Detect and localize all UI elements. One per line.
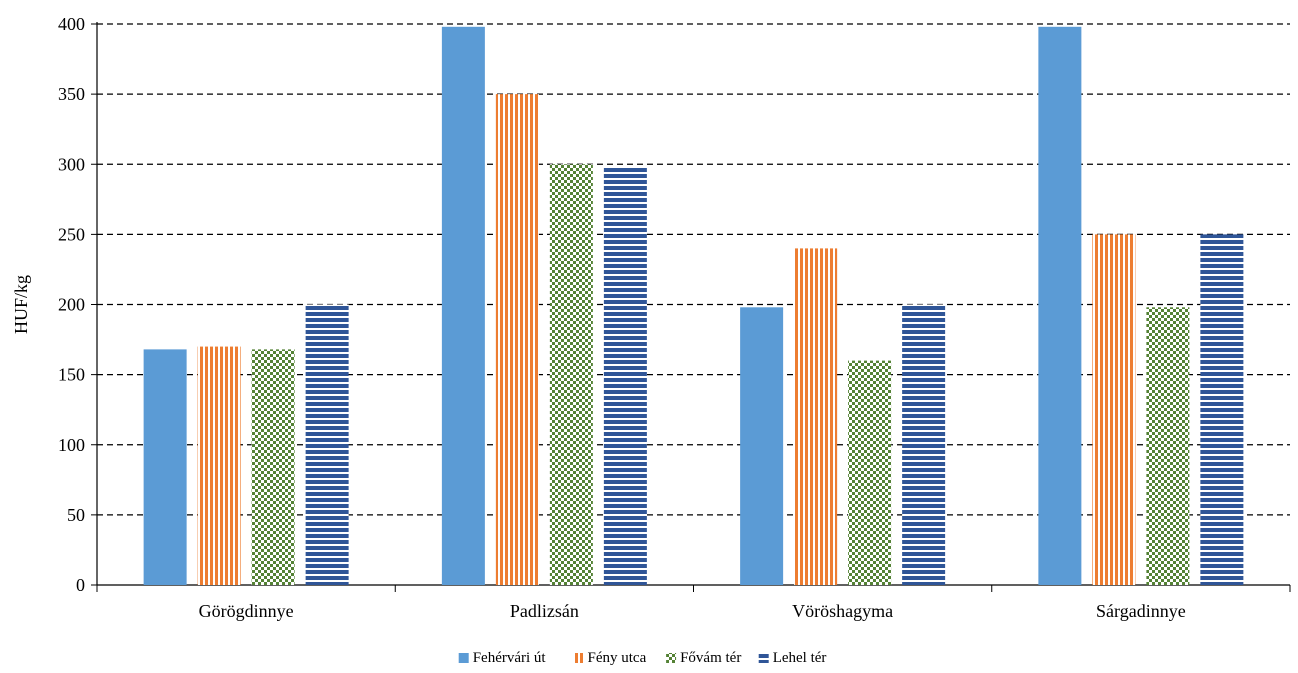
bar xyxy=(305,304,349,585)
bar xyxy=(143,349,187,585)
y-tick-label: 150 xyxy=(58,365,85,385)
bar xyxy=(1092,234,1136,585)
bar xyxy=(549,164,593,585)
bar xyxy=(1038,26,1082,586)
y-tick-label: 200 xyxy=(58,295,85,315)
bar xyxy=(848,360,892,585)
legend-label: Fény utca xyxy=(588,650,647,666)
y-tick-label: 100 xyxy=(58,435,85,455)
y-tick-label: 50 xyxy=(67,505,85,525)
y-tick-label: 0 xyxy=(76,575,85,595)
legend-label: Fővám tér xyxy=(680,650,741,666)
legend-swatch xyxy=(758,653,769,663)
axis-labels: 0 50 100 150 200 250 300 350 400 HUF/kg Görögdinny… xyxy=(11,14,1186,621)
x-tick-label: Vöröshagyma xyxy=(792,601,893,621)
legend-swatch xyxy=(573,653,584,663)
legend: Fehérvári út Fény utca Fővám tér Lehel tér xyxy=(458,650,827,666)
y-tick-label: 300 xyxy=(58,154,85,174)
x-tick-label: Sárgadinnye xyxy=(1096,601,1186,621)
y-tick-label: 350 xyxy=(58,84,85,104)
y-tick-label: 250 xyxy=(58,224,85,244)
legend-swatch xyxy=(666,653,677,663)
y-tick-label: 400 xyxy=(58,14,85,34)
legend-swatch xyxy=(458,653,469,663)
bar xyxy=(1146,307,1190,585)
y-axis-label: HUF/kg xyxy=(11,275,31,334)
bar xyxy=(441,26,485,586)
bar xyxy=(794,248,838,585)
bar xyxy=(495,94,539,585)
bar xyxy=(251,349,295,585)
bars xyxy=(143,26,1244,586)
bar xyxy=(740,307,784,585)
bar xyxy=(603,167,647,585)
bar xyxy=(1200,234,1244,585)
gridlines xyxy=(97,23,1290,516)
legend-label: Lehel tér xyxy=(773,650,827,666)
x-tick-label: Görögdinnye xyxy=(199,601,294,621)
axes xyxy=(91,22,1291,592)
legend-label: Fehérvári út xyxy=(473,650,547,666)
bar xyxy=(902,304,946,585)
x-tick-label: Padlizsán xyxy=(510,601,579,621)
bar xyxy=(197,346,241,585)
